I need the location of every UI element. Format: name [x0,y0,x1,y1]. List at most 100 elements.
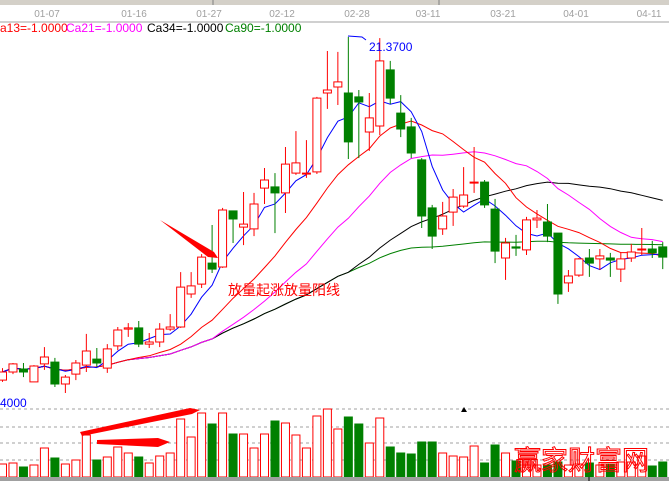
candle [60,375,70,393]
volume-bar [249,447,259,478]
candle-body [322,89,332,94]
candle [448,189,458,226]
date-tick-label: 03-21 [490,9,516,20]
candle [490,198,500,264]
legend-ca90: Ca90=-1.0000 [225,21,302,35]
ma5-line [2,100,663,373]
candles [0,36,668,393]
volume-bar [0,463,7,478]
candle [102,344,112,373]
candle [113,327,123,351]
candle-body [8,363,18,373]
candle-body [50,361,60,385]
candle-body [563,275,573,284]
volume-bar [291,434,301,478]
candle-body [197,256,207,285]
top-scrollbar[interactable] [0,0,669,5]
date-tick-label: 04-11 [637,9,662,20]
candle [647,240,657,258]
candle-body [0,371,7,381]
candle [469,147,479,193]
candle-body [186,285,196,295]
candle [239,192,249,246]
legend-ca34: Ca34=-1.0000 [147,21,224,35]
candle [280,147,290,213]
candle-body [102,348,112,369]
date-tick-label: 04-01 [563,9,589,20]
max-marker-line [347,35,367,41]
candle-body [605,257,615,261]
candle [511,234,521,256]
volume-bar [239,433,249,478]
volume-arrow-2 [97,438,170,447]
ma13-line [2,120,663,373]
volume-bar [396,452,406,478]
volume-bar [144,462,154,478]
candle [322,51,332,109]
date-tick-label: 01-16 [121,9,147,20]
candle-body [134,327,144,345]
volume-bar [448,455,458,478]
ma21-line [2,151,663,373]
candle [0,368,7,382]
candle [301,140,311,178]
volume-bar [134,456,144,478]
candle [364,93,374,151]
candle-body [616,258,626,270]
volume-bar [480,462,490,478]
candle-body [448,196,458,213]
candle [29,365,39,383]
volume-bar [438,452,448,478]
candle [155,323,165,348]
candle-body [207,262,217,270]
candle-body [417,159,427,217]
volume-bars [0,408,668,478]
candle [260,168,269,204]
candle [584,249,594,277]
candle [249,192,259,237]
ma90-line [2,240,663,373]
candle-body [584,257,594,264]
legend: a13=-1.0000 Ca21=-1.0000 Ca34=-1.0000 Ca… [0,21,302,35]
volume-bar [333,428,343,478]
candle-body [354,96,364,103]
candle [542,204,552,243]
candle-body [522,219,531,251]
volume-bar [322,408,332,478]
candle [605,252,615,277]
candle [312,96,322,174]
volume-bar [354,423,364,478]
candle-body [511,246,521,249]
candle [427,204,437,249]
candle-body [595,255,605,260]
volume-bar [417,441,427,478]
candle-body [270,186,280,194]
candle-body [291,162,301,174]
volume-bar [155,455,165,478]
volume-bar [647,465,657,478]
candle [144,333,154,348]
volume-bar [228,433,238,478]
candle-body [459,194,469,207]
candle [532,210,542,228]
candle-body [469,181,479,184]
volume-bar [207,423,217,478]
candle [197,254,207,288]
candle [218,207,228,268]
candle [18,363,28,378]
candle [616,252,626,282]
candle-body [60,376,70,385]
candle [375,38,385,135]
candle-body [113,329,123,347]
candle [291,131,301,175]
candle [165,314,175,331]
volume-bar [8,462,18,478]
candle-body [144,341,154,345]
volume-axis-label: 4000 [0,396,27,410]
candle [396,95,406,138]
volume-bar [92,459,102,478]
candle [595,249,605,270]
candle [563,270,573,292]
volume-bar [176,418,186,478]
legend-ca13: a13=-1.0000 [0,21,68,35]
